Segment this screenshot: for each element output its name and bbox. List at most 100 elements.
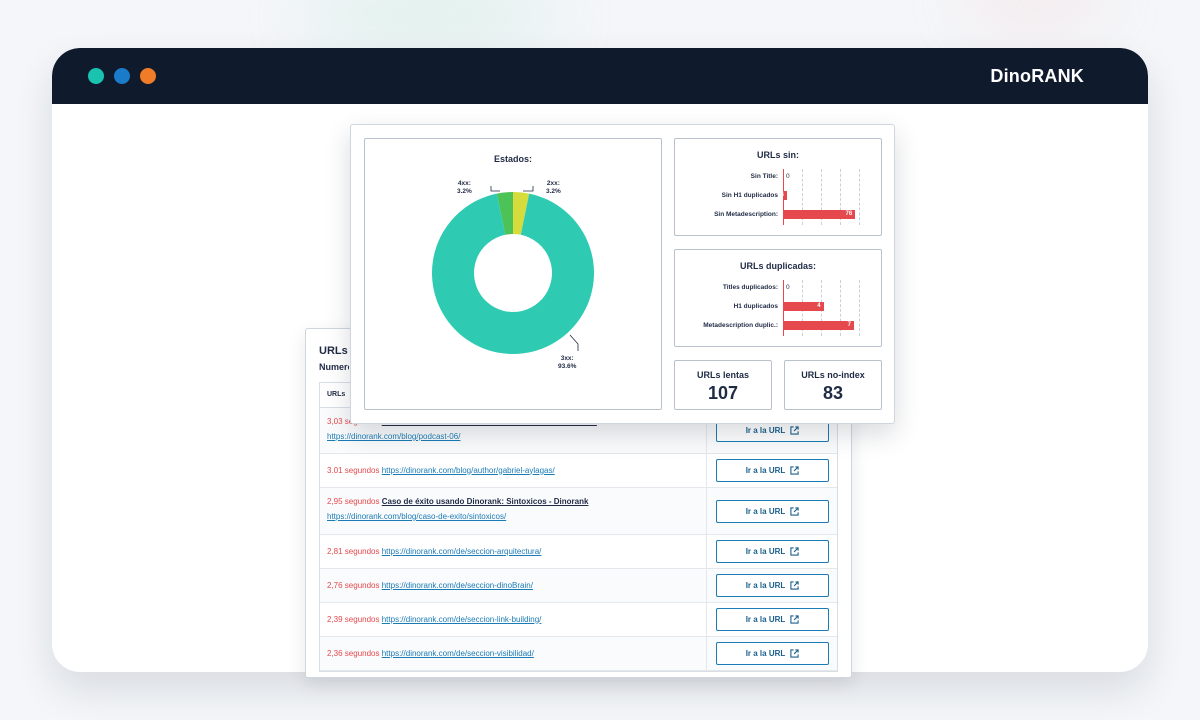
external-link-icon: [790, 649, 799, 658]
table-row: 2,81 segundos https://dinorank.com/de/se…: [320, 535, 837, 569]
bar-label: Sin H1 duplicados: [721, 192, 778, 199]
label-2xx: 2xx: 3.2%: [546, 180, 561, 196]
urls-sin-chart: Sin Title: 0 Sin H1 duplicados 4 Sin Metades…: [675, 139, 881, 235]
go-to-url-button[interactable]: Ir a la URL: [716, 540, 829, 563]
bar-label: Sin Metadescription:: [714, 211, 778, 218]
external-link-icon: [790, 581, 799, 590]
window-dot-teal[interactable]: [88, 68, 104, 84]
page-url-link[interactable]: https://dinorank.com/de/seccion-link-bui…: [381, 614, 542, 624]
row-line-2: https://dinorank.com/blog/caso-de-exito/…: [327, 512, 506, 521]
page-url-link[interactable]: https://dinorank.com/de/seccion-arquitec…: [381, 546, 542, 556]
donut-slice-3xx[interactable]: [432, 193, 594, 354]
urls-sin-title: URLs sin:: [756, 150, 799, 160]
go-to-url-label: Ir a la URL: [745, 426, 786, 435]
page-url-link[interactable]: https://dinorank.com/blog/author/gabriel…: [381, 465, 555, 475]
estados-card: Estados: 4xx: 3.2% 2xx: 3.2% 3xx: 93.6%: [364, 138, 662, 410]
window-dot-blue[interactable]: [114, 68, 130, 84]
row-line-1: 2,81 segundos https://dinorank.com/de/se…: [327, 547, 541, 556]
page-url-link[interactable]: https://dinorank.com/de/seccion-visibili…: [381, 648, 534, 658]
donut-slice-4xx[interactable]: [496, 192, 513, 235]
go-to-url-button[interactable]: Ir a la URL: [716, 459, 829, 482]
column-divider: [706, 535, 707, 568]
bar-value: 4: [817, 303, 821, 309]
load-time: 2,39 segundos: [327, 614, 380, 624]
donut-slice-2xx[interactable]: [513, 192, 530, 235]
grid-line: [840, 280, 841, 336]
go-to-url-label: Ir a la URL: [745, 506, 786, 516]
urls-duplicadas-chart: Titles duplicados: 0 H1 duplicados 4 Metades…: [675, 250, 881, 346]
label-3xx-name: 3xx:: [560, 355, 574, 362]
page-title-link[interactable]: Caso de éxito usando Dinorank: Sintoxico…: [381, 497, 589, 506]
label-2xx-pct: 3.2%: [546, 188, 561, 195]
table-row: 3.01 segundos https://dinorank.com/blog/…: [320, 454, 837, 488]
external-link-icon: [790, 547, 799, 556]
urls-duplicadas-title: URLs duplicadas:: [739, 261, 816, 271]
external-link-icon: [790, 506, 799, 516]
bar-label: Titles duplicados:: [722, 284, 778, 291]
column-divider: [706, 454, 707, 487]
urls-duplicadas-card: URLs duplicadas: Titles duplicados: 0 H1 d…: [674, 249, 882, 347]
column-divider: [706, 603, 707, 636]
external-link-icon: [790, 426, 799, 435]
go-to-url-button[interactable]: Ir a la URL: [716, 642, 829, 665]
label-4xx-name: 4xx:: [457, 180, 471, 187]
bar[interactable]: 4: [783, 302, 824, 311]
bar-value: 7: [847, 322, 851, 328]
table-body: 3,03 segundos Canibalizaciones en modo D…: [320, 408, 837, 671]
bar[interactable]: 4: [780, 191, 787, 200]
external-link-icon: [790, 466, 799, 475]
go-to-url-label: Ir a la URL: [745, 466, 786, 475]
go-to-url-label: Ir a la URL: [745, 649, 786, 658]
go-to-url-label: Ir a la URL: [745, 615, 786, 624]
urls-lentas-value: 107: [707, 383, 739, 403]
leader-line-2xx: [523, 186, 534, 192]
urls-lentas-label: URLs lentas: [696, 370, 749, 380]
page-url-link[interactable]: https://dinorank.com/blog/caso-de-exito/…: [327, 512, 507, 521]
row-line-1: 2,36 segundos https://dinorank.com/de/se…: [327, 649, 534, 658]
estados-title: Estados:: [493, 154, 532, 164]
load-time: 2,81 segundos: [327, 546, 380, 556]
table-row: 2,39 segundos https://dinorank.com/de/se…: [320, 603, 837, 637]
bar[interactable]: 7: [783, 321, 854, 330]
go-to-url-button[interactable]: Ir a la URL: [716, 574, 829, 597]
panel-title: URLs: [319, 345, 348, 357]
row-line-1: 2,39 segundos https://dinorank.com/de/se…: [327, 615, 541, 624]
leader-line-3xx: [569, 334, 579, 351]
bar-label: Sin Title:: [750, 173, 778, 180]
page-url-link[interactable]: https://dinorank.com/de/seccion-dinoBrai…: [381, 580, 533, 590]
bar-value: 4: [780, 192, 784, 198]
row-line-2: https://dinorank.com/blog/podcast-06/: [327, 432, 460, 441]
urls-sin-card: URLs sin: Sin Title: 0 Sin H1 duplicados 4 S…: [674, 138, 882, 236]
label-3xx-pct: 93.6%: [558, 363, 577, 370]
table-row: 2,95 segundos Caso de éxito usando Dinor…: [320, 488, 837, 535]
grid-line: [840, 169, 841, 225]
slow-urls-table: URLs 3,03 segundos Canibalizaciones en m…: [319, 382, 838, 672]
load-time: 2,76 segundos: [327, 580, 380, 590]
panel-subtitle: Numero: [319, 362, 349, 372]
go-to-url-label: Ir a la URL: [745, 547, 786, 556]
row-line-1: 2,95 segundos Caso de éxito usando Dinor…: [327, 497, 588, 506]
go-to-url-button[interactable]: Ir a la URL: [716, 499, 829, 523]
bar-value: 76: [845, 211, 853, 217]
column-divider: [706, 488, 707, 534]
page-url-link[interactable]: https://dinorank.com/blog/podcast-06/: [327, 432, 461, 441]
load-time: 2,36 segundos: [327, 648, 380, 658]
go-to-url-button[interactable]: Ir a la URL: [716, 608, 829, 631]
bar[interactable]: 76: [783, 210, 856, 219]
background-blob-green: [300, 0, 560, 50]
label-3xx: 3xx: 93.6%: [558, 355, 576, 371]
title-bar: DinoRANK: [52, 48, 1148, 104]
external-link-icon: [790, 615, 799, 624]
table-row: 2,36 segundos https://dinorank.com/de/se…: [320, 637, 837, 671]
bar-label: H1 duplicados: [733, 303, 778, 310]
grid-line: [859, 169, 860, 225]
leader-line-4xx: [490, 186, 500, 192]
row-line-1: 3.01 segundos https://dinorank.com/blog/…: [327, 466, 555, 475]
bar-value: 0: [786, 284, 790, 291]
window-dot-orange[interactable]: [140, 68, 156, 84]
estados-donut-chart: [432, 186, 594, 354]
brand-title: DinoRANK: [990, 66, 1084, 86]
urls-noindex-label: URLs no-index: [801, 370, 865, 380]
bar-label: Metadescription duplic.:: [703, 322, 778, 329]
grid-line: [859, 280, 860, 336]
